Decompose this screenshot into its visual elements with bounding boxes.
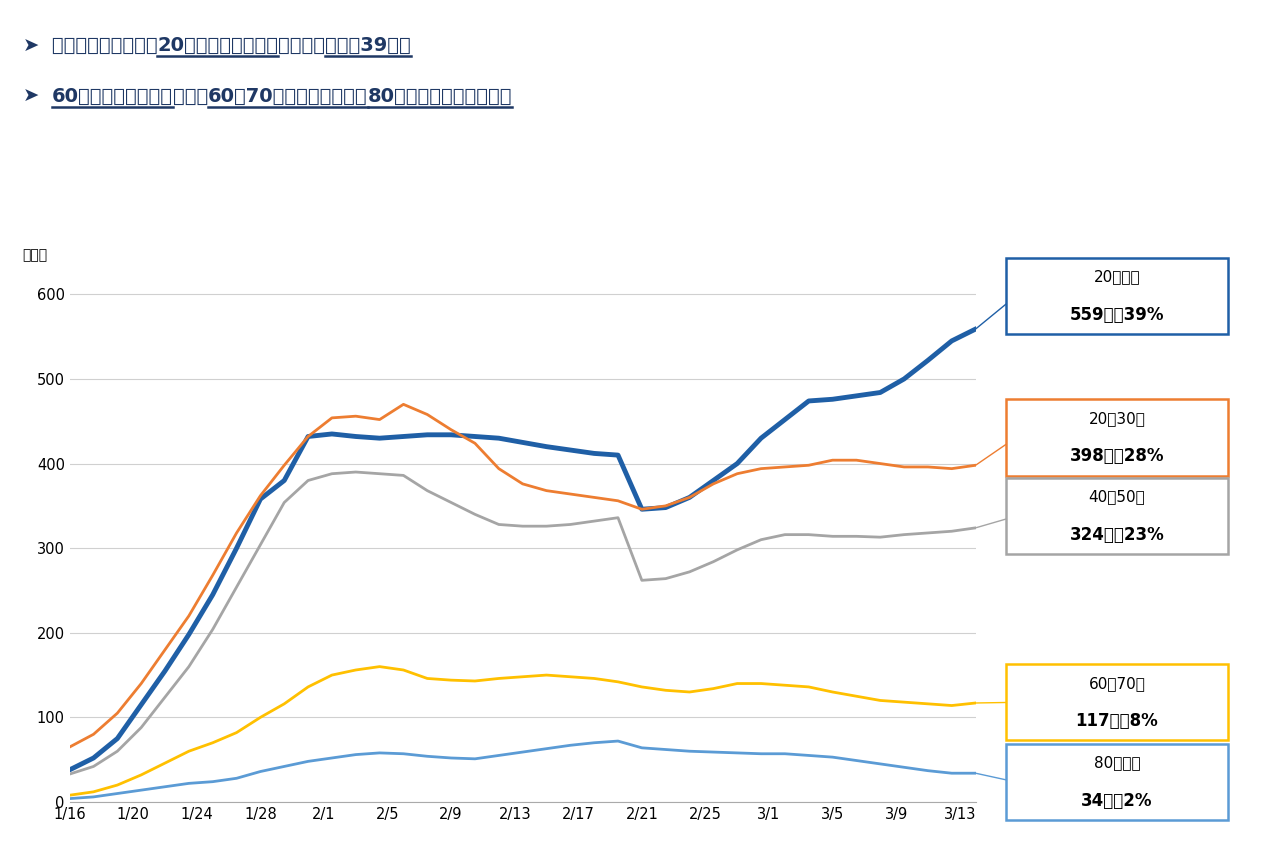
Text: 324名、23%: 324名、23% [1069,526,1164,544]
Text: 117名、8%: 117名、8% [1076,713,1158,730]
Text: 80歳以上は全体の２％。: 80歳以上は全体の２％。 [367,87,512,106]
Text: 80歳以上: 80歳以上 [1093,755,1140,771]
Text: 60・70代: 60・70代 [1088,675,1145,691]
Text: 20歳未満は増加傾向: 20歳未満は増加傾向 [157,36,279,55]
Text: 34名、2%: 34名、2% [1081,792,1153,810]
Text: で、: で、 [172,87,208,106]
Text: ➤: ➤ [23,87,52,106]
Y-axis label: （名）: （名） [23,248,48,262]
Text: ➤  新規陽性者のうち、: ➤ 新規陽性者のうち、 [23,36,157,55]
Text: 40・50代: 40・50代 [1088,490,1145,505]
Text: 60歳以上は減少傾向: 60歳以上は減少傾向 [52,87,172,106]
Text: 全体の39％。: 全体の39％。 [326,36,412,55]
Text: 60・70代は全体の８％、: 60・70代は全体の８％、 [208,87,367,106]
Text: 20・30代: 20・30代 [1088,411,1145,426]
Text: にあり、: にあり、 [279,36,326,55]
Text: 398名、28%: 398名、28% [1069,447,1164,466]
Text: 559名、39%: 559名、39% [1069,306,1164,324]
Text: 20歳未満: 20歳未満 [1093,270,1140,284]
